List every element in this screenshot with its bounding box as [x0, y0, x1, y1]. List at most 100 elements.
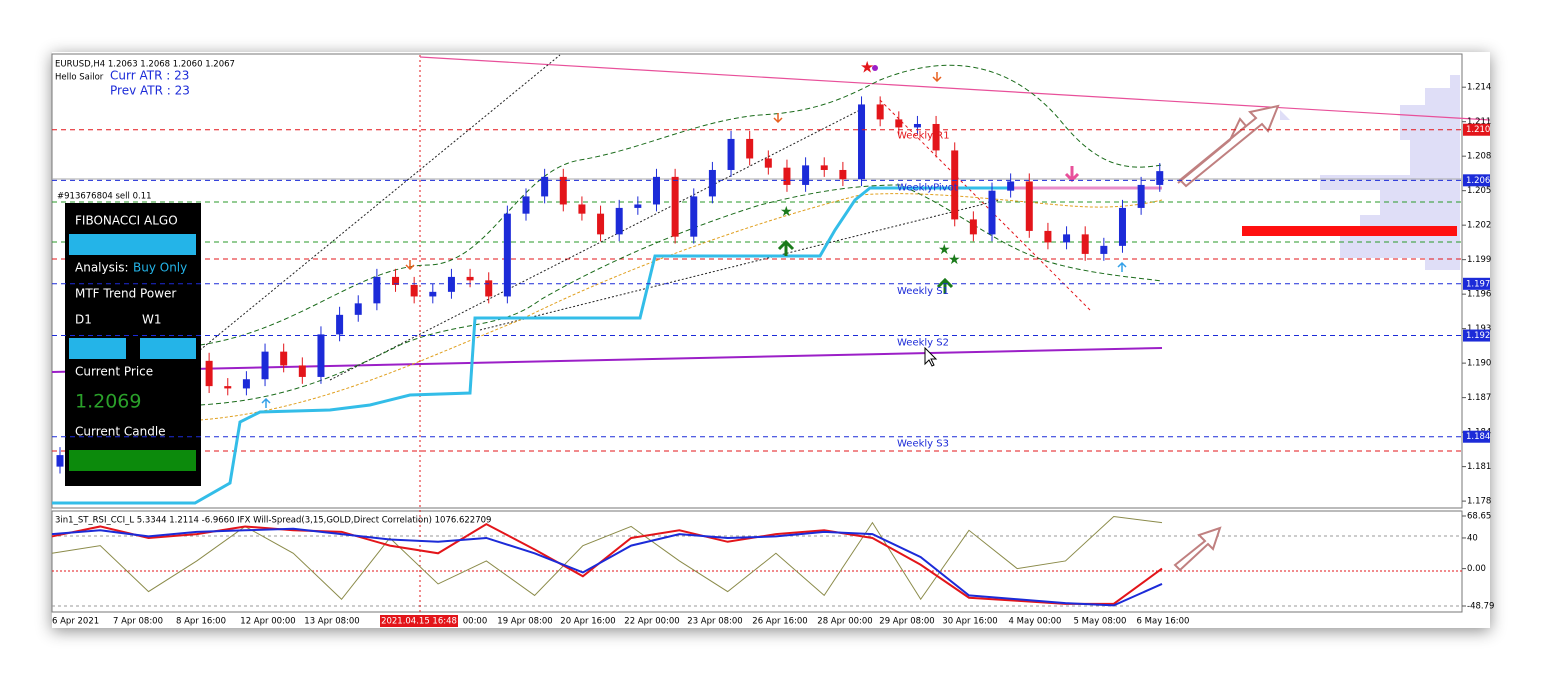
candle-body	[56, 455, 64, 467]
y-tick-label: 68.65	[1467, 512, 1491, 522]
candle-body	[1100, 245, 1108, 254]
analysis-value: Buy Only	[133, 261, 187, 275]
buy-arrow	[936, 277, 954, 294]
main-pane	[51, 53, 1463, 509]
candle-body	[354, 303, 362, 315]
y-tick-label: 1.205	[1467, 186, 1491, 196]
cursor-tag-label: 2021.04.15 16:48	[381, 617, 457, 627]
channel-line	[479, 199, 1001, 331]
x-tick-label: 28 Apr 00:00	[817, 617, 872, 627]
trend-title: MTF Trend Power	[75, 287, 176, 301]
candle-body	[895, 119, 903, 128]
x-tick-label: 23 Apr 08:00	[687, 617, 742, 627]
y-tick-label: 1.199	[1467, 255, 1491, 265]
x-tick-label: 7 Apr 08:00	[113, 617, 163, 627]
d1-label: D1	[75, 313, 92, 327]
x-tick-label: 19 Apr 08:00	[497, 617, 552, 627]
candle-body	[1118, 207, 1126, 246]
dot-marker	[872, 65, 878, 71]
indicator-pane	[51, 510, 1463, 613]
band-lower	[199, 184, 1163, 406]
mouse-cursor	[924, 346, 938, 367]
price-value: 1.2069	[75, 391, 141, 413]
candle-body	[280, 351, 288, 366]
axes: 1.214 1.211 1.208 1.205 1.202 1.199 1.196 1.193…	[51, 83, 1494, 627]
candle-body	[205, 360, 213, 387]
order-label: #913676804 sell 0.11	[57, 192, 152, 202]
star-marker: ★	[860, 58, 874, 77]
x-tick-label: 6 May 16:00	[1137, 617, 1190, 627]
candle-body	[652, 176, 660, 205]
candle-body	[671, 176, 679, 237]
x-tick-label: 00:00	[463, 617, 488, 627]
y-tick-label: 1.181	[1467, 462, 1491, 472]
candle-body	[373, 276, 381, 304]
price-tag	[1463, 430, 1490, 443]
candle-body	[969, 219, 977, 235]
candles	[56, 96, 1164, 474]
indicator-line	[51, 523, 1163, 605]
candle-body	[1044, 230, 1052, 243]
weekly-level-name: Weekly S2	[897, 338, 949, 349]
arrow-icon	[1173, 526, 1222, 572]
x-tick-label: 5 May 08:00	[1074, 617, 1127, 627]
candle-body	[1063, 234, 1071, 243]
candle-body	[224, 386, 232, 389]
candle-body	[783, 167, 791, 185]
candle-body	[447, 276, 455, 292]
y-tick-label: 1.214	[1467, 83, 1491, 93]
y-tick-label: 40	[1467, 533, 1478, 543]
candle-body	[466, 276, 474, 281]
y-tick-label: 1.187	[1467, 393, 1491, 403]
candle-body	[1025, 181, 1033, 231]
price-tag-label: 1.206	[1466, 176, 1490, 186]
star-marker: ★	[948, 252, 961, 268]
candle-body	[802, 165, 810, 185]
sell-arrow	[773, 113, 783, 124]
window-frame	[52, 52, 1490, 628]
weekly-level-name: Weekly S3	[897, 439, 949, 450]
candle-body	[988, 190, 996, 235]
x-tick-label: 20 Apr 16:00	[560, 617, 615, 627]
price-tag	[1463, 123, 1490, 136]
x-tick-label: 26 Apr 16:00	[752, 617, 807, 627]
star-marker: ★	[780, 204, 793, 220]
candle-body	[1007, 181, 1015, 191]
buy-arrow	[777, 239, 795, 256]
candle-body	[410, 284, 418, 297]
price-tag-label: 1.184	[1466, 432, 1490, 442]
candle-body	[746, 138, 754, 159]
arrow-icon	[1177, 117, 1248, 184]
cursor-tag	[380, 615, 458, 627]
price-tag-label: 1.197	[1466, 279, 1490, 289]
x-tick-label: 13 Apr 08:00	[304, 617, 359, 627]
trendline	[419, 56, 1491, 121]
indicator-title: 3in1_ST_RSI_CCI_L 5.3344 1.2114 -6.9660 …	[55, 516, 491, 526]
x-tick-label: 29 Apr 08:00	[879, 617, 934, 627]
zone-bar	[1242, 226, 1457, 236]
candle-body	[522, 196, 530, 214]
band-upper	[199, 64, 1163, 346]
weekly-level-name: WeeklyPivot	[897, 182, 958, 193]
candle-body	[913, 123, 921, 128]
candle-body	[634, 204, 642, 208]
y-tick-label: 1.196	[1467, 290, 1491, 300]
candle-body	[597, 213, 605, 235]
supertrend	[52, 186, 1060, 505]
x-tick-label: 6 Apr 2021	[52, 617, 99, 627]
candle-body	[298, 365, 306, 377]
x-tick-label: 22 Apr 00:00	[624, 617, 679, 627]
prev-atr: Prev ATR : 23	[110, 84, 190, 98]
candle-body	[1137, 184, 1145, 208]
candle-body	[503, 213, 511, 297]
weekly-level-name: Weekly S1	[897, 286, 949, 297]
candle-body	[559, 176, 567, 205]
candle-body	[690, 196, 698, 237]
volume-profile	[1280, 75, 1462, 270]
panel-title: FIBONACCI ALGO	[75, 214, 178, 228]
price-tag	[1463, 329, 1490, 342]
candle-body	[317, 334, 325, 377]
y-tick-label: 1.190	[1467, 359, 1491, 369]
candle-body	[261, 351, 269, 380]
